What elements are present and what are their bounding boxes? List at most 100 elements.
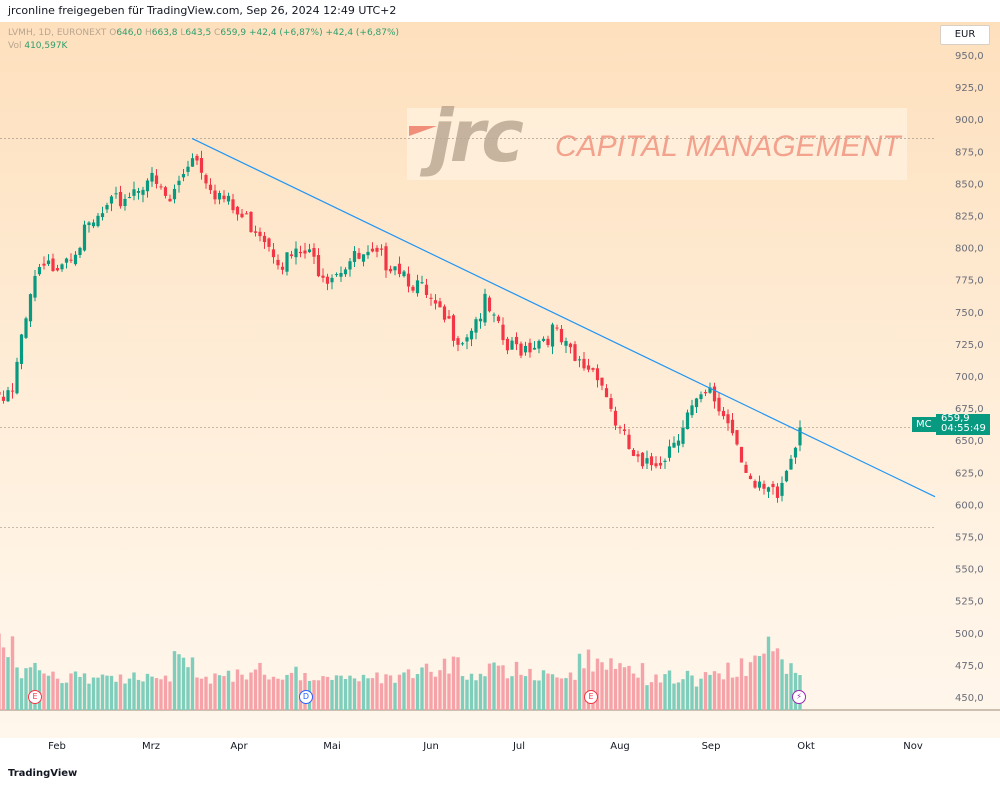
candle-body — [37, 267, 42, 275]
candle-body — [775, 486, 780, 498]
dividend-event-icon[interactable]: D — [299, 690, 313, 704]
candle-body — [474, 319, 478, 333]
candle-body — [627, 434, 631, 449]
volume-bar — [681, 679, 685, 710]
volume-bar — [649, 682, 654, 710]
volume-bar — [24, 668, 28, 710]
candle-body — [703, 392, 708, 394]
candle-body — [1, 396, 6, 401]
volume-bar — [208, 683, 213, 710]
candle-body — [636, 454, 640, 457]
candle-body — [0, 391, 1, 395]
volume-bar — [442, 658, 447, 710]
candle-body — [766, 487, 771, 492]
volume-bar — [456, 657, 460, 710]
watermark-jrc: jrc — [429, 94, 524, 178]
volume-bar — [685, 670, 690, 710]
price-chart[interactable]: 450,0 475,0 500,0 525,0 550,0 575,0 600,0 625,0… — [0, 0, 1000, 738]
candle-body — [753, 480, 757, 488]
volume-bar — [744, 675, 748, 710]
volume-bar — [505, 678, 510, 710]
volume-bar — [150, 676, 154, 710]
candle-body — [577, 359, 582, 361]
volume-bar — [604, 669, 609, 710]
volume-bar — [420, 667, 424, 710]
candle-body — [721, 410, 726, 417]
volume-bar — [82, 673, 87, 710]
volume-bar — [172, 651, 177, 710]
time-axis[interactable]: Feb Mrz Apr Mai Jun Jul Aug Sep Okt Nov … — [0, 738, 1000, 787]
candle-body — [334, 274, 339, 276]
candle-body — [442, 306, 447, 320]
volume-bar — [186, 667, 190, 710]
y-tick-label: 700,0 — [955, 372, 984, 383]
candle-body — [789, 458, 793, 470]
currency-button[interactable]: EUR — [940, 25, 990, 45]
candle-body — [663, 460, 667, 462]
candle-body — [199, 158, 204, 173]
candle-body — [19, 334, 24, 364]
candle-body — [568, 343, 573, 348]
volume-bar — [78, 676, 82, 710]
volume-bar — [69, 673, 73, 710]
volume-bar — [388, 675, 393, 710]
volume-bar — [496, 665, 501, 710]
volume-bar — [96, 677, 100, 710]
volume-bar — [91, 677, 96, 710]
candle-body — [415, 280, 420, 294]
volume-bar — [397, 674, 402, 710]
volume-bar — [123, 683, 127, 710]
volume-bar — [294, 666, 298, 710]
volume-bar — [33, 662, 37, 710]
candle-body — [231, 199, 235, 211]
volume-bar — [357, 681, 361, 710]
candle-body — [798, 427, 802, 446]
candle-body — [604, 388, 609, 398]
earnings-event-icon[interactable]: E — [584, 690, 598, 704]
candle-body — [379, 248, 384, 250]
candle-body — [33, 275, 37, 298]
volume-bar — [676, 682, 681, 710]
volume-bar — [204, 676, 208, 710]
candle-body — [136, 191, 141, 193]
candle-body — [163, 187, 168, 196]
candle-body — [699, 394, 703, 400]
candle-body — [195, 155, 199, 161]
candle-body — [505, 338, 510, 351]
split-event-icon[interactable]: ⚡ — [792, 690, 806, 704]
volume-bar — [433, 676, 438, 710]
candle-body — [730, 419, 735, 434]
volume-bar — [694, 686, 699, 710]
candle-body — [361, 254, 366, 262]
volume-bar — [312, 680, 316, 710]
volume-bar — [537, 680, 541, 710]
candle-body — [667, 446, 672, 458]
candle-body — [492, 314, 496, 316]
top-bar: jrconline freigegeben für TradingView.co… — [0, 0, 1000, 22]
volume-bar — [546, 673, 550, 710]
volume-bar — [262, 674, 267, 710]
symbol-info[interactable]: LVMH, 1D, EURONEXT — [8, 28, 107, 38]
volume-bar — [474, 680, 478, 710]
volume-bar — [46, 675, 51, 710]
volume-bar — [492, 662, 496, 710]
volume-bar — [672, 683, 676, 710]
volume-bar — [564, 678, 568, 710]
candle-body — [514, 336, 519, 345]
earnings-event-icon[interactable]: E — [28, 690, 42, 704]
candle-body — [600, 377, 604, 386]
candle-body — [546, 338, 550, 345]
volume-bar — [51, 671, 55, 710]
volume-bar — [451, 656, 456, 710]
candle-body — [82, 224, 87, 251]
candle-body — [717, 397, 721, 412]
candle-body — [528, 342, 532, 353]
candle-body — [676, 440, 681, 446]
candle-body — [366, 251, 370, 256]
candle-body — [42, 263, 46, 266]
volume-bar — [640, 663, 645, 710]
volume-bar — [343, 679, 348, 710]
tradingview-logo[interactable]: TradingView — [8, 768, 78, 779]
candle-body — [208, 184, 213, 191]
candle-body — [78, 247, 82, 256]
